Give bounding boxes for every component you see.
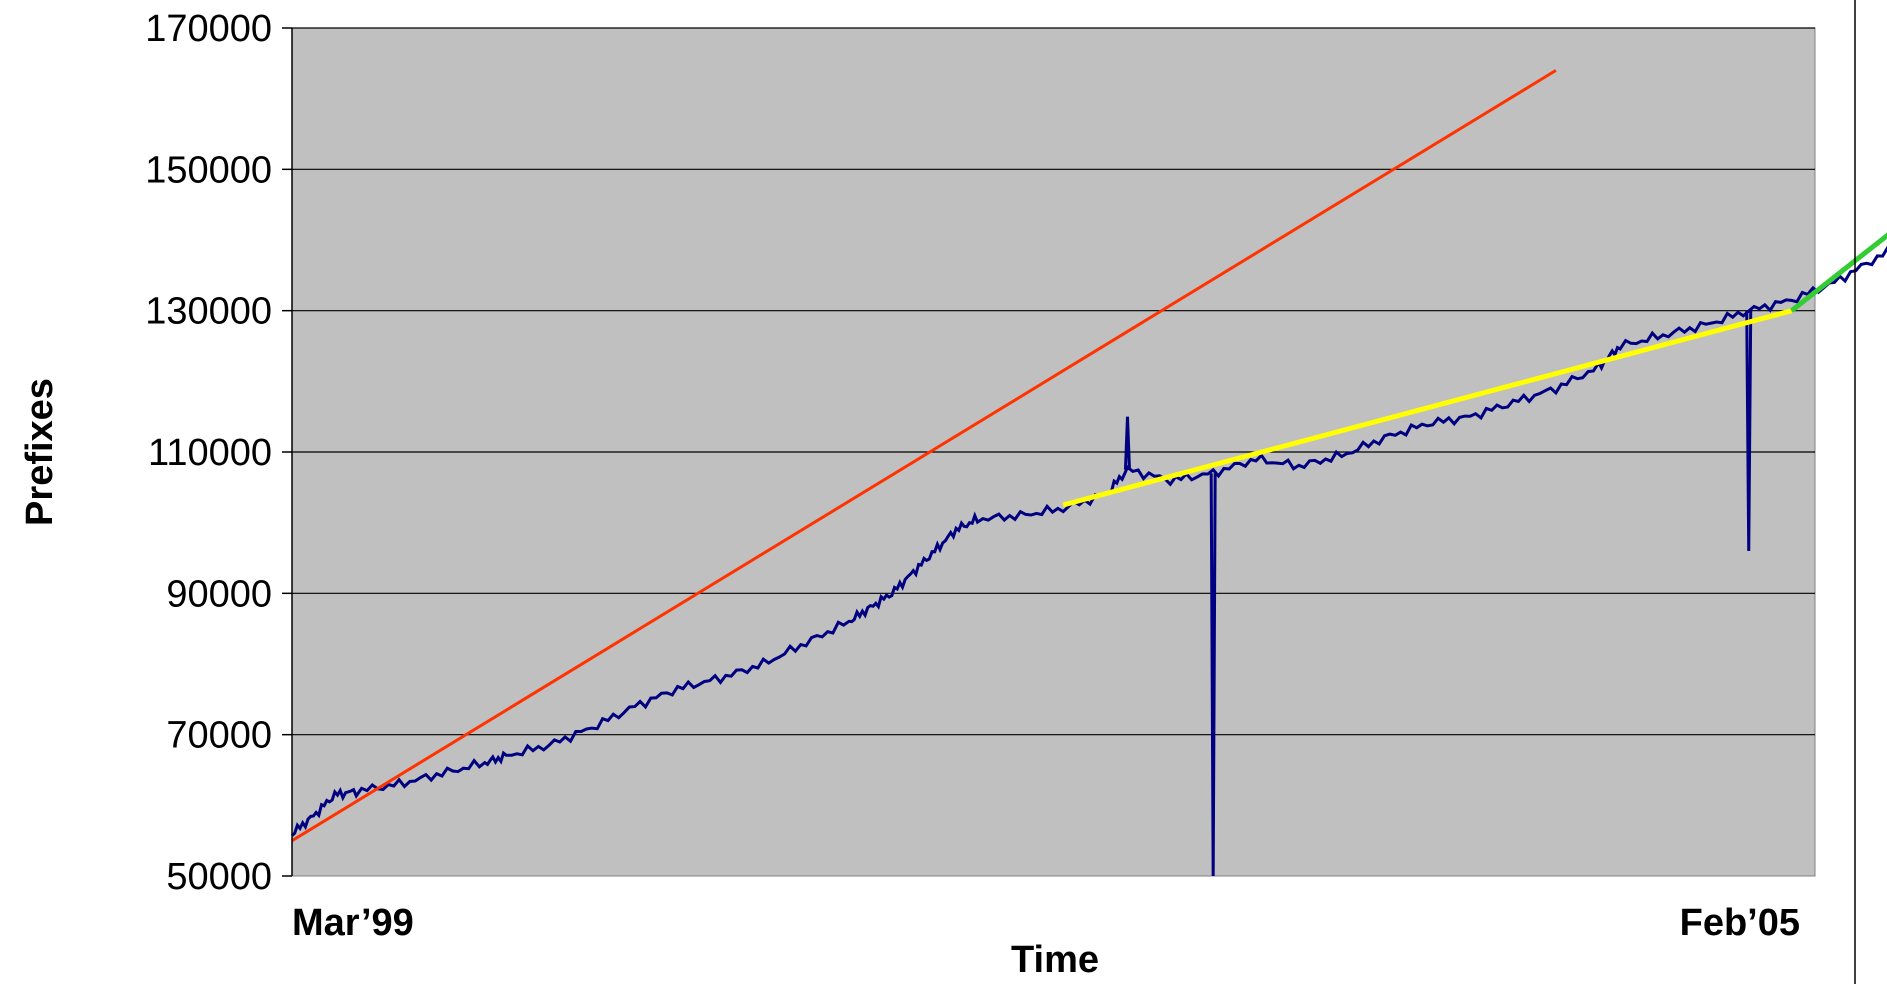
y-tick-label: 150000 bbox=[145, 149, 272, 191]
x-tick-start: Mar’99 bbox=[292, 902, 414, 944]
series-spike bbox=[1209, 473, 1217, 877]
y-tick-label: 90000 bbox=[166, 573, 272, 615]
trend-line-red bbox=[291, 69, 1557, 842]
y-tick-label: 50000 bbox=[166, 856, 272, 898]
y-tick-label: 130000 bbox=[145, 291, 272, 333]
x-tick-end: Feb’05 bbox=[1680, 902, 1800, 944]
trend-line-yellow bbox=[1062, 308, 1793, 508]
gridlines bbox=[292, 27, 1815, 736]
series-lines bbox=[291, 69, 1887, 877]
series-spike bbox=[1123, 416, 1131, 470]
y-axis-label: Prefixes bbox=[19, 378, 61, 526]
y-axis-ticks: 50000 70000 90000 110000 130000 150000 170000 bbox=[145, 8, 292, 898]
x-axis-label: Time bbox=[1011, 939, 1099, 981]
y-tick-label: 110000 bbox=[148, 432, 272, 474]
y-tick-label: 70000 bbox=[166, 715, 272, 757]
y-tick-label: 170000 bbox=[145, 8, 272, 50]
series-spike bbox=[1745, 310, 1753, 551]
trend-line-green bbox=[1790, 232, 1887, 313]
